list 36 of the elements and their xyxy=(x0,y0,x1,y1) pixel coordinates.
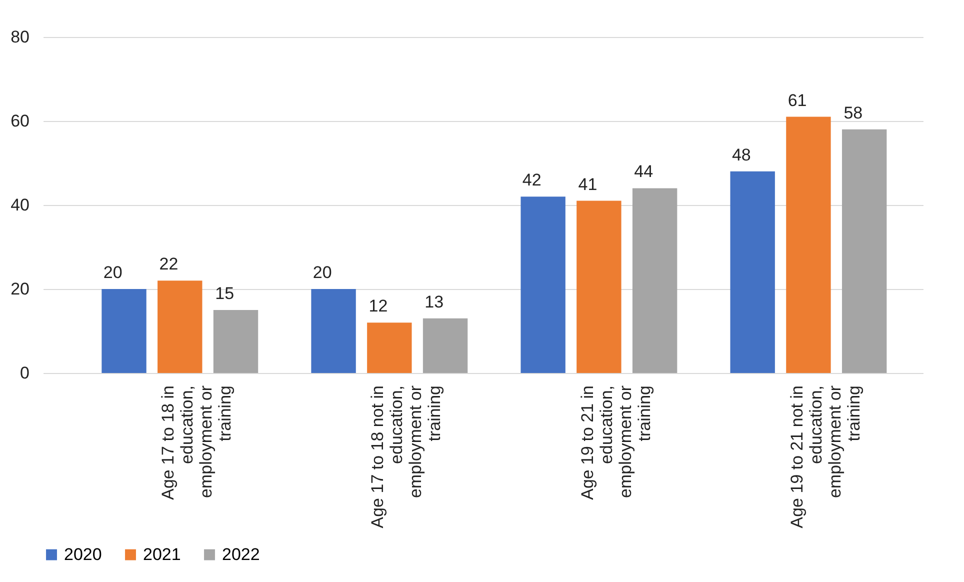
data-label: 48 xyxy=(732,145,751,164)
x-tick-label: Age 19 to 21 not in education, employment or training xyxy=(787,385,864,528)
bar xyxy=(102,289,146,373)
data-label: 15 xyxy=(215,284,234,303)
y-tick-label: 0 xyxy=(20,364,30,382)
bar xyxy=(786,116,831,373)
bar xyxy=(158,280,202,373)
bar xyxy=(730,171,775,373)
data-label: 22 xyxy=(159,254,178,274)
data-label: 42 xyxy=(522,170,542,190)
y-tick-label: 40 xyxy=(10,196,30,214)
legend-label: 2021 xyxy=(143,544,181,564)
y-tick-label: 80 xyxy=(10,28,30,46)
bar xyxy=(311,289,356,373)
data-label: 41 xyxy=(578,174,598,194)
x-tick-label: Age 17 to 18 in education, employment or training xyxy=(158,385,235,500)
data-label: 20 xyxy=(103,263,122,282)
y-tick-label: 20 xyxy=(10,280,30,298)
bar xyxy=(213,310,258,373)
bar xyxy=(367,322,412,373)
y-tick-label: 60 xyxy=(10,112,30,130)
data-label: 20 xyxy=(312,263,332,282)
bar xyxy=(576,200,622,373)
data-label: 58 xyxy=(844,103,863,122)
legend-label: 2022 xyxy=(222,544,260,564)
data-label: 13 xyxy=(424,292,444,312)
bar xyxy=(842,129,887,373)
bar xyxy=(520,196,566,373)
data-label: 61 xyxy=(788,90,807,110)
bar xyxy=(632,188,678,373)
data-label: 12 xyxy=(368,296,388,316)
data-label: 44 xyxy=(634,162,654,182)
bar xyxy=(422,318,468,373)
x-tick-label: Age 19 to 21 in education, employment or training xyxy=(578,385,654,500)
x-tick-label: Age 17 to 18 not in education, employment or training xyxy=(368,385,444,528)
legend-label: 2020 xyxy=(64,544,102,564)
